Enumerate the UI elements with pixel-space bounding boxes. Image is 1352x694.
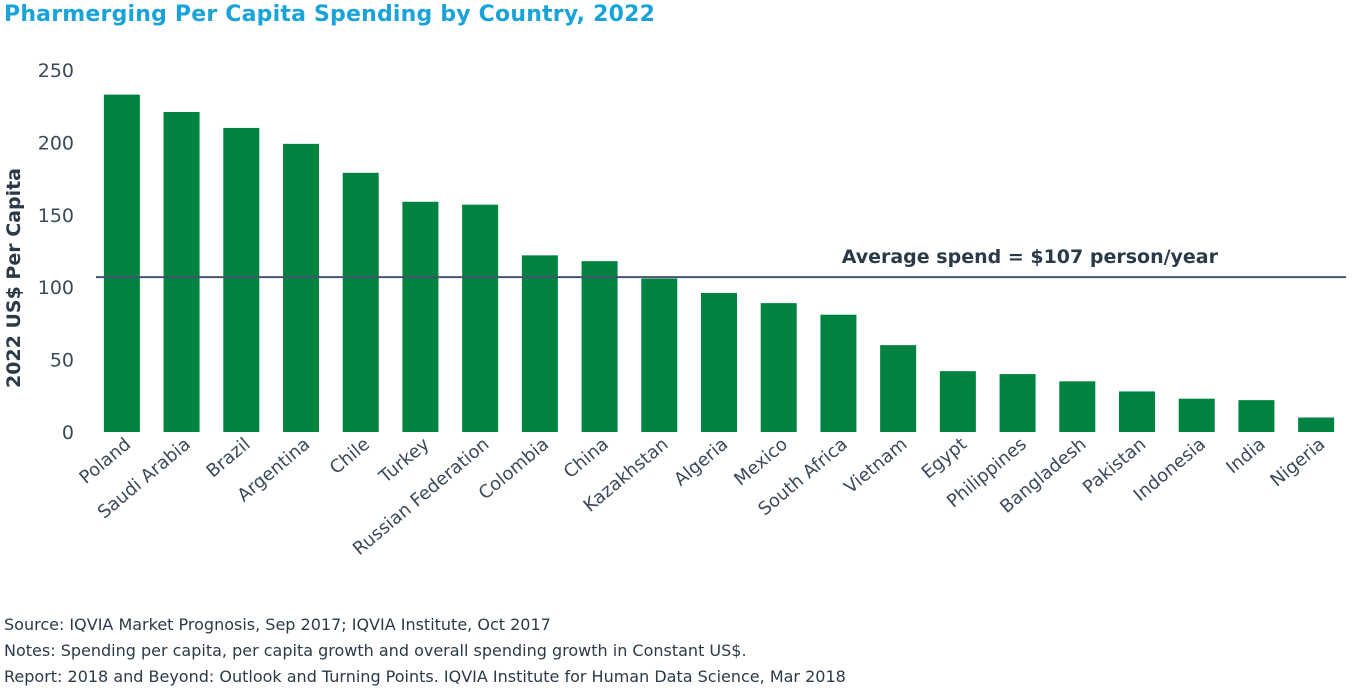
bar-vietnam [880,345,917,432]
y-tick-label: 100 [38,277,74,299]
bar-bangladesh [1059,381,1096,432]
bar-china [581,261,618,432]
bar-russian-federation [462,204,499,432]
bar-kazakhstan [641,278,678,432]
bar-chart: 2022 US$ Per Capita 0 50 100 150 200 250 Pola… [3,60,1346,560]
y-tick-label: 150 [38,205,74,227]
average-reference-label: Average spend = $107 person/year [842,246,1219,268]
x-tick-label: China [560,434,613,483]
bar-argentina [283,143,319,432]
bar-brazil [223,127,260,433]
chart-title: Pharmerging Per Capita Spending by Count… [4,2,656,27]
y-tick-label: 0 [62,422,74,444]
y-axis-label: 2022 US$ Per Capita [3,168,25,388]
bar-chile [342,172,379,433]
bar-mexico [760,303,797,432]
y-axis-ticks: 0 50 100 150 200 250 [38,60,74,444]
bar-colombia [521,255,558,432]
bar-poland [103,94,140,432]
source-note: Source: IQVIA Market Prognosis, Sep 2017… [4,615,551,634]
bar-saudi-arabia [163,111,200,432]
footnotes: Source: IQVIA Market Prognosis, Sep 2017… [4,612,846,690]
y-tick-label: 50 [50,350,74,372]
x-tick-label: Algeria [670,434,732,491]
x-tick-label: India [1222,434,1269,478]
y-tick-label: 250 [38,60,74,82]
bar-turkey [402,201,439,432]
bar-algeria [701,292,737,432]
report-note: Report: 2018 and Beyond: Outlook and Tur… [4,667,846,686]
x-tick-label: Chile [326,434,374,479]
bar-egypt [939,371,976,432]
bar-south-africa [820,314,857,432]
x-tick-label: Egypt [918,434,971,483]
bars [103,94,1335,433]
bar-philippines [999,374,1036,432]
bar-pakistan [1119,391,1155,432]
x-tick-label: Nigeria [1267,434,1330,491]
x-tick-label: Vietnam [840,434,911,498]
bar-india [1238,400,1275,432]
x-tick-label: Brazil [203,434,255,482]
bar-indonesia [1178,398,1215,432]
notes-note: Notes: Spending per capita, per capita g… [4,641,747,660]
y-tick-label: 200 [38,132,74,154]
bar-nigeria [1298,417,1335,432]
